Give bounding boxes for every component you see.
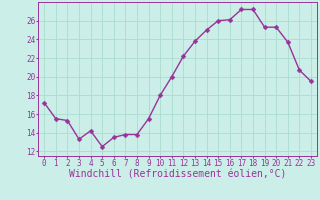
X-axis label: Windchill (Refroidissement éolien,°C): Windchill (Refroidissement éolien,°C) [69, 169, 286, 179]
